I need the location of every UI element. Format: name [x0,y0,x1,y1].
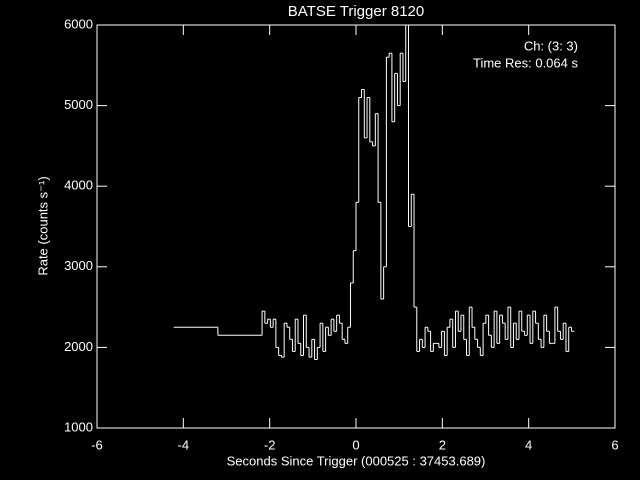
x-axis-label: Seconds Since Trigger (000525 : 37453.68… [227,453,486,468]
y-tick-label: 5000 [64,97,93,112]
x-tick-label: 4 [525,437,532,452]
x-tick-label: 2 [439,437,446,452]
x-tick-label: 6 [611,437,618,452]
annotation: Ch: (3: 3) [524,38,578,53]
x-tick-label: -4 [178,437,190,452]
y-tick-label: 4000 [64,178,93,193]
y-tick-label: 1000 [64,419,93,434]
y-tick-label: 3000 [64,258,93,273]
x-tick-label: 0 [352,437,359,452]
y-axis-label: Rate (counts s⁻¹) [35,176,50,275]
y-tick-label: 6000 [64,16,93,31]
x-tick-label: -2 [264,437,276,452]
x-tick-label: -6 [91,437,103,452]
plot-area [173,25,575,360]
annotation: Time Res: 0.064 s [473,55,579,70]
chart-title: BATSE Trigger 8120 [288,3,424,20]
y-tick-label: 2000 [64,339,93,354]
